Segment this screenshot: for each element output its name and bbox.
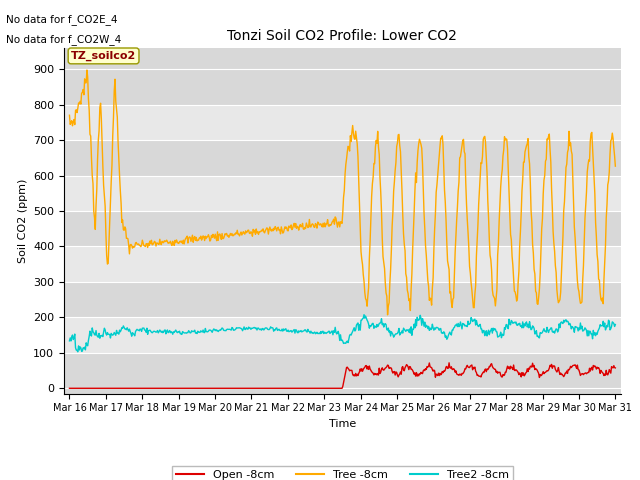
X-axis label: Time: Time (329, 419, 356, 429)
Bar (64, 176, 621, 211)
Bar (64, 105, 621, 140)
Bar (64, 317, 621, 353)
Legend: Open -8cm, Tree -8cm, Tree2 -8cm: Open -8cm, Tree -8cm, Tree2 -8cm (172, 466, 513, 480)
Text: TZ_soilco2: TZ_soilco2 (71, 51, 136, 61)
Y-axis label: Soil CO2 (ppm): Soil CO2 (ppm) (17, 179, 28, 263)
Text: No data for f_CO2E_4: No data for f_CO2E_4 (6, 14, 118, 25)
Bar (64, 247, 621, 282)
Title: Tonzi Soil CO2 Profile: Lower CO2: Tonzi Soil CO2 Profile: Lower CO2 (227, 29, 458, 43)
Text: No data for f_CO2W_4: No data for f_CO2W_4 (6, 34, 122, 45)
